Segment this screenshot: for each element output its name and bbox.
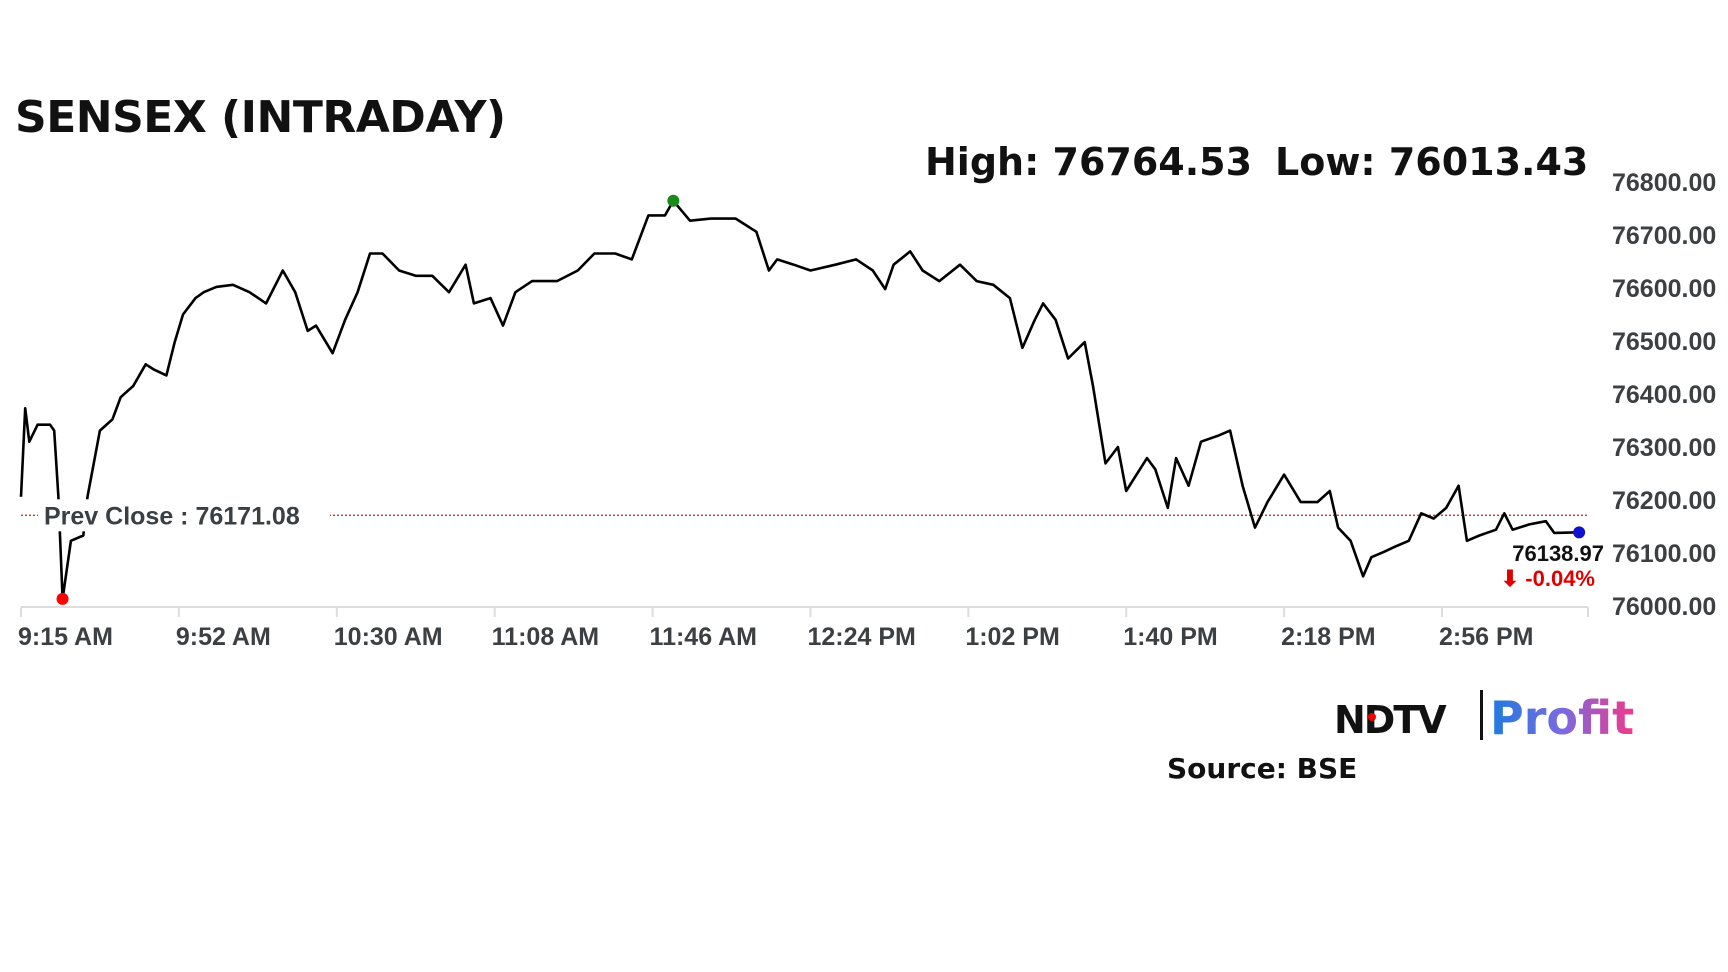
y-tick-label: 76200.00	[1612, 487, 1716, 515]
x-tick-label: 9:52 AM	[176, 623, 271, 651]
y-tick-label: 76000.00	[1612, 593, 1716, 621]
y-tick-label: 76300.00	[1612, 434, 1716, 462]
x-tick-label: 1:40 PM	[1123, 623, 1217, 651]
chart-title: SENSEX (INTRADAY)	[15, 92, 506, 143]
x-tick-label: 11:46 AM	[650, 623, 757, 651]
last-marker	[1573, 526, 1586, 539]
x-tick-label: 2:18 PM	[1281, 623, 1375, 651]
y-tick-label: 76500.00	[1612, 328, 1716, 356]
y-tick-label: 76700.00	[1612, 222, 1716, 250]
y-tick-label: 76800.00	[1612, 169, 1716, 197]
price-line	[19, 199, 1580, 601]
last-value-label: 76138.97	[1512, 541, 1604, 566]
y-tick-label: 76100.00	[1612, 540, 1716, 568]
prev-close-label-bg	[38, 499, 330, 532]
prev-close-label: Prev Close : 76171.08	[44, 502, 300, 530]
high-marker	[667, 194, 680, 207]
x-tick-label: 12:24 PM	[807, 623, 915, 651]
x-tick-label: 11:08 AM	[492, 623, 599, 651]
x-tick-label: 1:02 PM	[965, 623, 1059, 651]
low-label: Low: 76013.43	[1275, 140, 1589, 184]
low-marker	[56, 592, 69, 605]
change-label: ⬇ -0.04%	[1501, 566, 1595, 591]
x-tick-label: 10:30 AM	[334, 623, 443, 651]
source-label: Source: BSE	[1167, 752, 1358, 785]
y-tick-label: 76400.00	[1612, 381, 1716, 409]
y-tick-label: 76600.00	[1612, 275, 1716, 303]
high-label: High: 76764.53	[925, 140, 1253, 184]
x-tick-label: 9:15 AM	[18, 623, 113, 651]
x-tick-label: 2:56 PM	[1439, 623, 1533, 651]
